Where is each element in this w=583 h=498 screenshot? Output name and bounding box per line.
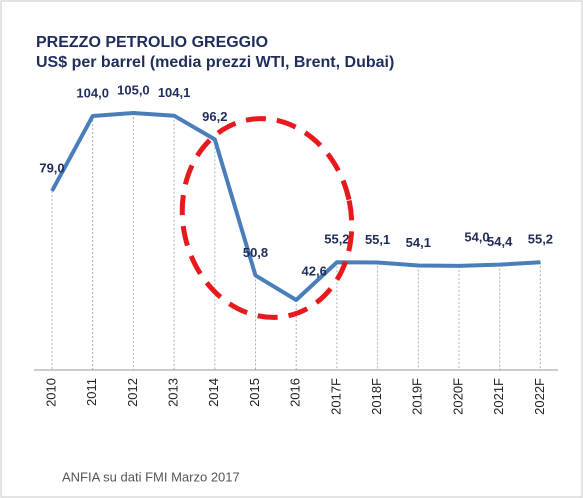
highlight-ellipse: [179, 116, 355, 320]
data-label: 105,0: [117, 82, 150, 97]
data-label: 104,1: [158, 85, 191, 100]
plot: 79,0 104,0 105,0 104,1 96,2 50,8 42,6 55,2 55,1 5…: [34, 82, 558, 415]
source: ANFIA su dati FMI Marzo 2017: [62, 469, 240, 484]
data-label: 54,4: [487, 234, 513, 249]
x-tick-label: 2019F: [410, 378, 425, 415]
x-tick-label: 2016: [288, 378, 303, 407]
x-tick-label: 2022F: [532, 378, 547, 415]
data-label: 79,0: [39, 160, 64, 175]
x-tick-label: 2017F: [328, 378, 343, 415]
data-label: 96,2: [202, 109, 227, 124]
data-label: 54,0: [464, 229, 489, 244]
data-label: 55,2: [324, 232, 349, 247]
chart-subtitle: US$ per barrel (media prezzi WTI, Brent,…: [36, 54, 394, 71]
data-label: 55,1: [365, 232, 390, 247]
data-label: 104,0: [76, 85, 109, 100]
data-label: 55,2: [528, 232, 553, 247]
data-label: 42,6: [302, 263, 327, 278]
chart-title: PREZZO PETROLIO GREGGIO: [36, 34, 268, 51]
data-label: 54,1: [406, 235, 431, 250]
data-label: 50,8: [243, 245, 268, 260]
series-line: [50, 111, 541, 302]
x-tick-label: 2015: [247, 378, 262, 407]
x-tick-label: 2011: [84, 378, 99, 406]
x-tick-label: 2012: [125, 378, 140, 407]
x-tick-label: 2018F: [369, 378, 384, 415]
x-tick-label: 2021F: [491, 378, 506, 415]
x-tick-label: 2020F: [450, 378, 465, 415]
x-tick-label: 2014: [206, 378, 221, 407]
x-tick-label: 2010: [43, 378, 58, 407]
x-tick-label: 2013: [166, 378, 181, 407]
